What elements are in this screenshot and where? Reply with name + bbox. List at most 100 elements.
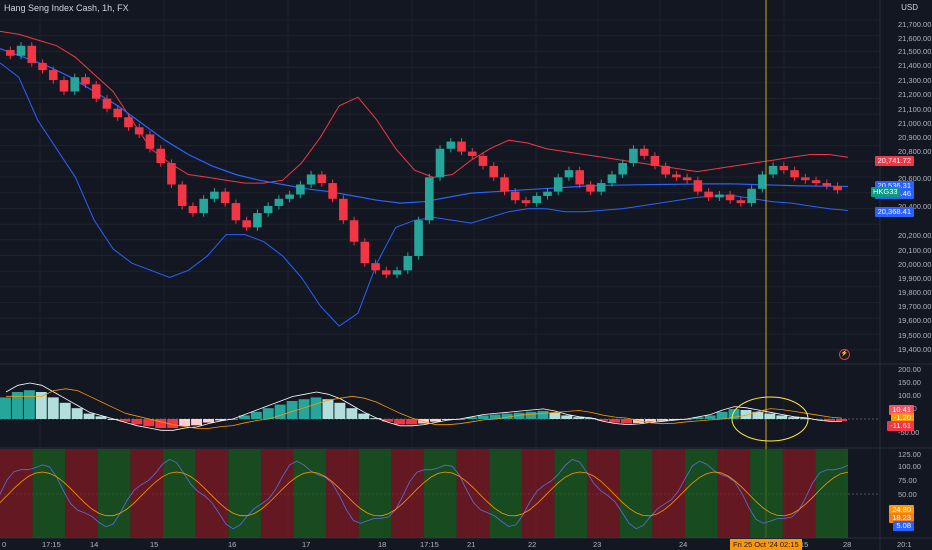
candle-body xyxy=(779,165,789,171)
stoch-zone xyxy=(684,449,718,538)
stoch-d-line xyxy=(0,471,849,517)
macd-axis-label: 150.00 xyxy=(898,378,921,387)
candle-body xyxy=(543,191,552,196)
macd-histogram-bar xyxy=(250,411,262,419)
candle-body xyxy=(392,270,402,275)
stoch-rsi-tag: 24.80 xyxy=(889,505,914,515)
candle-body xyxy=(457,141,466,152)
crosshair-time-label: Fri 25 Oct '24 02:15 xyxy=(730,539,802,550)
macd-histogram-bar xyxy=(465,417,477,419)
macd-histogram-bar xyxy=(155,419,167,428)
candle-body xyxy=(371,263,380,271)
symbol-tag: HKG33 xyxy=(871,187,900,197)
candle-body xyxy=(639,148,649,156)
price-axis-label: 19,900.00 xyxy=(898,274,931,283)
stoch-zone xyxy=(130,449,164,538)
candle-body xyxy=(607,174,617,184)
time-axis-label: 18 xyxy=(378,540,386,549)
time-axis-label: 21 xyxy=(467,540,475,549)
macd-histogram-bar xyxy=(59,402,71,419)
macd-histogram-bar xyxy=(477,415,489,419)
macd-histogram-bar xyxy=(23,390,35,419)
macd-line-tag: -11.61 xyxy=(887,421,914,431)
macd-histogram-bar xyxy=(716,411,728,419)
candle-body xyxy=(704,191,713,198)
time-axis-right-label: 20:1 xyxy=(897,540,912,549)
macd-histogram-bar xyxy=(406,419,418,425)
macd-histogram-bar xyxy=(764,413,776,419)
time-axis-label: 28 xyxy=(843,540,851,549)
candle-body xyxy=(38,62,47,71)
currency-label[interactable]: USD xyxy=(901,3,918,12)
candle-body xyxy=(253,213,262,228)
candle-body xyxy=(48,70,58,81)
upper-band-price-tag: 20,741.72 xyxy=(874,156,914,166)
macd-axis-label: 100.00 xyxy=(898,391,921,400)
macd-histogram-bar xyxy=(71,408,83,419)
macd-histogram-bar xyxy=(692,417,704,419)
candle-body xyxy=(113,108,123,118)
macd-signal-tag: -1.20 xyxy=(890,413,914,423)
stoch-zone xyxy=(424,449,457,538)
candle-body xyxy=(811,180,821,184)
price-axis-label: 21,000.00 xyxy=(898,119,931,128)
candle-body xyxy=(382,270,391,275)
candle-body xyxy=(682,177,692,181)
candle-body xyxy=(210,191,219,199)
macd-histogram-bar xyxy=(322,399,334,419)
price-axis-label: 20,000.00 xyxy=(898,260,931,269)
macd-histogram-bar xyxy=(668,419,680,420)
time-axis-label: 16 xyxy=(228,540,236,549)
candle-body xyxy=(478,155,488,166)
candle-body xyxy=(145,134,155,149)
price-axis-label: 19,800.00 xyxy=(898,288,931,297)
stoch-zone xyxy=(717,449,751,538)
lightning-icon[interactable]: ⚡ xyxy=(839,349,850,360)
stoch-zone xyxy=(0,449,33,538)
candle-body xyxy=(102,98,112,109)
candle-body xyxy=(91,84,101,99)
candle-body xyxy=(446,141,456,149)
candle-body xyxy=(231,203,241,221)
candle-body xyxy=(70,77,80,92)
macd-line xyxy=(5,382,843,431)
macd-histogram-bar xyxy=(800,418,812,420)
candle-body xyxy=(360,241,370,264)
time-axis-label: 17:15 xyxy=(420,540,439,549)
macd-histogram-bar xyxy=(525,411,537,419)
macd-histogram-bar xyxy=(107,419,119,420)
macd-histogram-bar xyxy=(83,413,95,419)
stoch-zone xyxy=(782,449,816,538)
macd-axis-label: 200.00 xyxy=(898,365,921,374)
candle-body xyxy=(177,184,187,206)
candle-body xyxy=(553,177,563,192)
macd-histogram-bar xyxy=(262,408,274,419)
stoch-zone xyxy=(293,449,327,538)
macd-histogram-bar xyxy=(561,415,573,419)
time-axis-label: 24 xyxy=(679,540,687,549)
candle-body xyxy=(532,195,542,204)
candle-body xyxy=(650,155,660,166)
price-axis-label: 21,500.00 xyxy=(898,47,931,56)
macd-histogram-bar xyxy=(680,419,692,420)
stoch-zone xyxy=(228,449,261,538)
highlight-ellipse xyxy=(731,396,809,442)
macd-histogram-bar xyxy=(167,419,179,428)
candle-body xyxy=(59,80,69,92)
price-axis-label: 21,400.00 xyxy=(898,61,931,70)
macd-histogram-bar xyxy=(143,419,155,427)
candle-body xyxy=(500,177,509,192)
macd-histogram-bar xyxy=(776,415,788,419)
macd-histogram-bar xyxy=(656,419,668,421)
price-axis-label: 20,200.00 xyxy=(898,231,931,240)
macd-histogram-bar xyxy=(453,419,465,420)
candle-body xyxy=(790,170,799,178)
bollinger-basis-line xyxy=(0,48,849,204)
stoch-zone xyxy=(97,449,131,538)
candle-body xyxy=(414,220,423,257)
macd-histogram-bar xyxy=(119,419,131,422)
macd-histogram-bar xyxy=(836,419,847,422)
stoch-zone xyxy=(326,449,359,538)
